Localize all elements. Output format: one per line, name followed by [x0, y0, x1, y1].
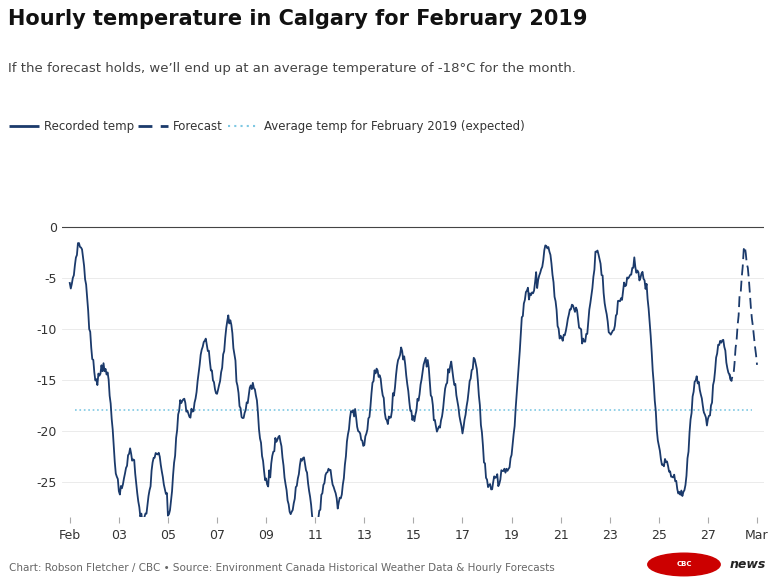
Text: Forecast: Forecast	[172, 120, 222, 133]
Text: news: news	[729, 558, 766, 571]
Text: CBC: CBC	[676, 562, 692, 567]
Text: Chart: Robson Fletcher / CBC • Source: Environment Canada Historical Weather Dat: Chart: Robson Fletcher / CBC • Source: E…	[9, 563, 555, 573]
Text: Average temp for February 2019 (expected): Average temp for February 2019 (expected…	[264, 120, 525, 133]
Text: Hourly temperature in Calgary for February 2019: Hourly temperature in Calgary for Februa…	[8, 9, 587, 29]
Text: If the forecast holds, we’ll end up at an average temperature of -18°C for the m: If the forecast holds, we’ll end up at a…	[8, 62, 576, 75]
Circle shape	[647, 553, 720, 576]
Text: Recorded temp: Recorded temp	[44, 120, 134, 133]
